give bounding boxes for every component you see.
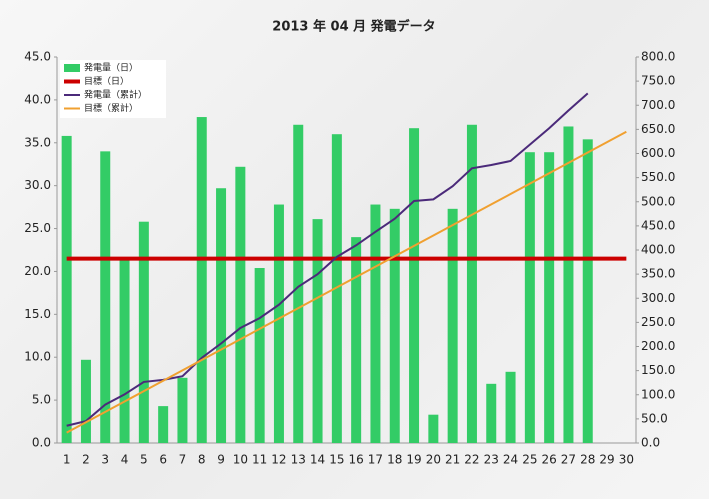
bar <box>158 406 169 443</box>
y2-tick-label: 250.0 <box>641 315 675 329</box>
x-tick-label: 20 <box>426 453 441 467</box>
x-tick-label: 13 <box>291 453 306 467</box>
bar <box>447 208 458 443</box>
bar <box>177 377 188 443</box>
bar <box>351 237 362 443</box>
x-tick-label: 24 <box>503 453 518 467</box>
x-tick-label: 5 <box>140 453 148 467</box>
x-tick-label: 10 <box>233 453 248 467</box>
y2-tick-label: 50.0 <box>641 411 668 425</box>
x-tick-label: 29 <box>599 453 614 467</box>
x-tick-label: 9 <box>217 453 225 467</box>
bar <box>216 188 227 443</box>
x-tick-label: 1 <box>63 453 71 467</box>
bar <box>196 117 207 444</box>
legend-swatch <box>64 64 80 72</box>
bar <box>370 204 381 443</box>
y2-tick-label: 150.0 <box>641 363 675 377</box>
x-tick-label: 2 <box>82 453 90 467</box>
bar <box>312 219 323 443</box>
y2-tick-label: 200.0 <box>641 339 675 353</box>
bar <box>61 135 72 443</box>
y-tick-label: 15.0 <box>24 307 51 321</box>
y-tick-label: 45.0 <box>24 50 51 64</box>
bar <box>524 152 535 444</box>
bar <box>100 151 111 443</box>
y-tick-label: 40.0 <box>24 92 51 106</box>
bar <box>389 208 400 443</box>
bar <box>409 128 420 443</box>
x-tick-label: 16 <box>349 453 364 467</box>
y2-tick-label: 700.0 <box>641 98 675 112</box>
x-tick-label: 21 <box>445 453 460 467</box>
line <box>66 92 589 427</box>
x-tick-label: 12 <box>271 453 286 467</box>
y2-tick-label: 500.0 <box>641 194 675 208</box>
y2-tick-label: 600.0 <box>641 146 675 160</box>
y-tick-label: 25.0 <box>24 221 51 235</box>
bar <box>273 204 284 443</box>
x-tick-label: 6 <box>159 453 167 467</box>
legend-label: 発電量（累計） <box>84 89 147 101</box>
x-tick-label: 22 <box>464 453 479 467</box>
y2-tick-label: 300.0 <box>641 291 675 305</box>
bar <box>138 221 149 443</box>
y-tick-label: 10.0 <box>24 350 51 364</box>
x-tick-label: 15 <box>329 453 344 467</box>
x-tick-label: 14 <box>310 453 325 467</box>
legend-label: 発電量（日） <box>84 62 138 74</box>
y-tick-label: 20.0 <box>24 264 51 278</box>
x-tick-label: 8 <box>198 453 206 467</box>
x-tick-label: 30 <box>619 453 634 467</box>
y-tick-label: 5.0 <box>32 393 51 407</box>
y2-tick-label: 650.0 <box>641 122 675 136</box>
y2-tick-label: 800.0 <box>641 50 675 64</box>
x-tick-label: 3 <box>101 453 109 467</box>
x-tick-label: 28 <box>580 453 595 467</box>
bar <box>466 124 477 444</box>
y2-tick-label: 550.0 <box>641 170 675 184</box>
x-tick-label: 25 <box>522 453 537 467</box>
bar <box>119 260 130 443</box>
y-tick-label: 0.0 <box>32 436 51 450</box>
y2-tick-label: 400.0 <box>641 243 675 257</box>
legend-label: 目標（累計） <box>84 102 138 114</box>
chart-title: 2013 年 04 月 発電データ <box>272 19 435 35</box>
y2-tick-label: 750.0 <box>641 74 675 88</box>
x-tick-label: 17 <box>368 453 383 467</box>
x-tick-label: 23 <box>484 453 499 467</box>
bar <box>486 383 497 443</box>
bar <box>505 371 516 443</box>
bar <box>582 139 593 443</box>
bar <box>293 124 304 444</box>
x-tick-label: 11 <box>252 453 267 467</box>
bar <box>235 166 246 443</box>
y2-tick-label: 100.0 <box>641 387 675 401</box>
x-tick-label: 7 <box>179 453 187 467</box>
bar <box>544 152 555 444</box>
y-tick-label: 30.0 <box>24 178 51 192</box>
bar <box>254 268 265 443</box>
y2-tick-label: 350.0 <box>641 267 675 281</box>
x-tick-label: 4 <box>121 453 129 467</box>
x-tick-label: 18 <box>387 453 402 467</box>
x-tick-label: 26 <box>542 453 557 467</box>
y-tick-label: 35.0 <box>24 135 51 149</box>
x-tick-label: 27 <box>561 453 576 467</box>
bar <box>563 126 574 443</box>
bar <box>80 359 91 443</box>
legend-label: 目標（日） <box>84 75 129 87</box>
y2-tick-label: 450.0 <box>641 218 675 232</box>
y2-tick-label: 0.0 <box>641 436 660 450</box>
bar <box>331 134 342 443</box>
x-tick-label: 19 <box>406 453 421 467</box>
bar <box>428 414 439 443</box>
line <box>66 130 627 434</box>
